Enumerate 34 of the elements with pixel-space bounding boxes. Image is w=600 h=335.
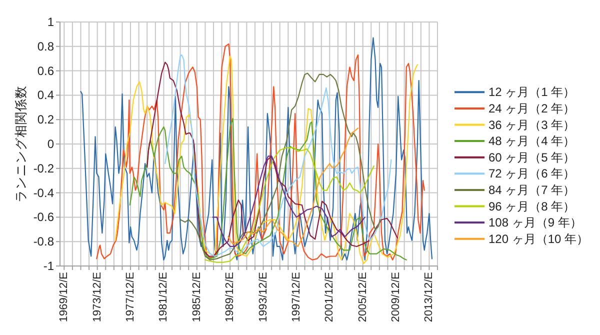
x-tick-label: 1989/12/E (224, 272, 236, 322)
y-tick-label: 0 (47, 137, 54, 151)
legend-label: 12 ヶ月（1 年） (488, 85, 576, 100)
legend-label: 120 ヶ月（10 年） (488, 232, 589, 246)
y-tick-label: 1 (47, 15, 54, 29)
x-tick-label: 1993/12/E (257, 272, 270, 322)
y-tick-label: 0.6 (37, 64, 54, 78)
y-tick-label: 0.4 (37, 88, 54, 102)
x-tick-label: 1969/12/E (58, 272, 70, 322)
x-tick-label: 1985/12/E (190, 272, 203, 322)
legend-label: 36 ヶ月（3 年） (488, 118, 576, 132)
y-tick-label: -0.4 (33, 186, 54, 200)
y-tick-label: 0.8 (37, 39, 54, 54)
x-tick-label: 1973/12/E (91, 272, 104, 322)
y-axis-title: ランニング相関係数 (14, 86, 28, 202)
y-tick-label: 0.2 (37, 112, 54, 127)
x-tick-label: 2013/12/E (423, 272, 436, 322)
y-tick-label: -0.6 (33, 210, 54, 224)
legend-label: 48 ヶ月（4 年） (488, 134, 576, 148)
x-tick-label: 2005/12/E (356, 272, 369, 322)
y-tick-label: -0.8 (33, 234, 54, 249)
x-tick-label: 2009/12/E (390, 272, 402, 322)
x-tick-label: 1997/12/E (290, 272, 302, 322)
legend-label: 96 ヶ月（8 年） (488, 199, 576, 214)
x-tick-label: 1981/12/E (158, 272, 170, 322)
legend-label: 60 ヶ月（5 年） (488, 150, 576, 164)
legend-label: 108 ヶ月（9 年） (488, 216, 582, 230)
y-tick-label: -1 (43, 259, 54, 273)
x-tick-label: 1977/12/E (124, 272, 137, 322)
legend-label: 72 ヶ月（6 年） (488, 166, 576, 181)
legend-label: 84 ヶ月（7 年） (488, 182, 576, 197)
legend-label: 24 ヶ月（2 年） (488, 101, 576, 116)
y-tick-label: -0.2 (33, 161, 54, 176)
x-tick-label: 2001/12/E (324, 272, 336, 322)
